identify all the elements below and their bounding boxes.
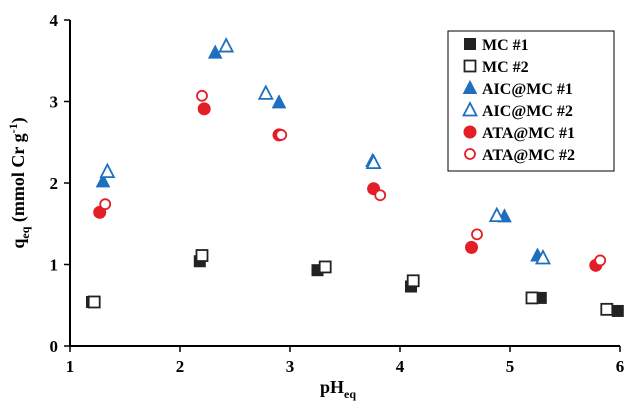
- legend-label: AIC@MC #2: [482, 103, 573, 120]
- x-tick-label: 6: [616, 357, 624, 376]
- legend-label: ATA@MC #2: [482, 147, 575, 164]
- legend-marker: [464, 38, 476, 50]
- data-point: [218, 37, 235, 53]
- data-point: [406, 274, 420, 288]
- data-markers: [86, 37, 624, 317]
- x-tick-label: 2: [176, 357, 185, 376]
- data-point: [271, 94, 287, 109]
- data-point: [207, 44, 223, 59]
- y-tick-label: 0: [50, 337, 59, 356]
- data-point: [525, 291, 539, 305]
- x-tick-label: 4: [396, 357, 405, 376]
- data-point: [488, 206, 505, 223]
- legend-items: MC #1 MC #2 AIC@MC #1 AIC@MC #2 ATA@MC #1 ATA…: [462, 37, 575, 164]
- y-tick-label: 3: [50, 93, 59, 112]
- y-ticks: 0 1 2 3 4: [50, 11, 70, 356]
- y-axis-label: qeq (mmol Cr g-1): [6, 117, 32, 248]
- x-tick-label: 1: [66, 357, 75, 376]
- legend-marker: [462, 101, 478, 117]
- legend-label: AIC@MC #1: [482, 81, 573, 98]
- data-point: [196, 89, 208, 102]
- legend-label: MC #2: [482, 59, 529, 76]
- data-point: [195, 249, 209, 262]
- data-point: [95, 173, 111, 188]
- x-tick-label: 5: [506, 357, 515, 376]
- legend-marker: [464, 148, 476, 160]
- data-point: [535, 249, 551, 265]
- data-point: [197, 102, 211, 116]
- x-ticks: 1 2 3 4 5 6: [66, 346, 624, 376]
- y-tick-label: 2: [50, 174, 59, 193]
- data-point: [471, 228, 483, 241]
- data-point: [257, 84, 274, 100]
- legend-marker: [463, 59, 477, 73]
- y-tick-label: 1: [50, 256, 59, 275]
- data-point: [365, 153, 382, 170]
- legend-marker: [463, 125, 477, 139]
- x-axis-label: pHeq: [320, 377, 356, 401]
- data-point: [465, 240, 478, 254]
- data-point: [374, 189, 387, 202]
- data-point: [99, 198, 112, 211]
- legend-label: ATA@MC #1: [482, 125, 575, 142]
- data-point: [275, 129, 288, 141]
- data-point: [99, 162, 116, 178]
- legend-box: [447, 30, 615, 172]
- x-tick-label: 3: [286, 357, 295, 376]
- data-point: [87, 295, 101, 309]
- data-point: [600, 302, 614, 316]
- legend-label: MC #1: [482, 37, 529, 54]
- data-point: [318, 260, 332, 274]
- y-tick-label: 4: [50, 11, 59, 30]
- legend-marker: [462, 79, 478, 94]
- legend: MC #1 MC #2 AIC@MC #1 AIC@MC #2 ATA@MC #1 ATA…: [447, 30, 615, 172]
- data-point: [611, 304, 624, 317]
- data-point: [594, 254, 607, 267]
